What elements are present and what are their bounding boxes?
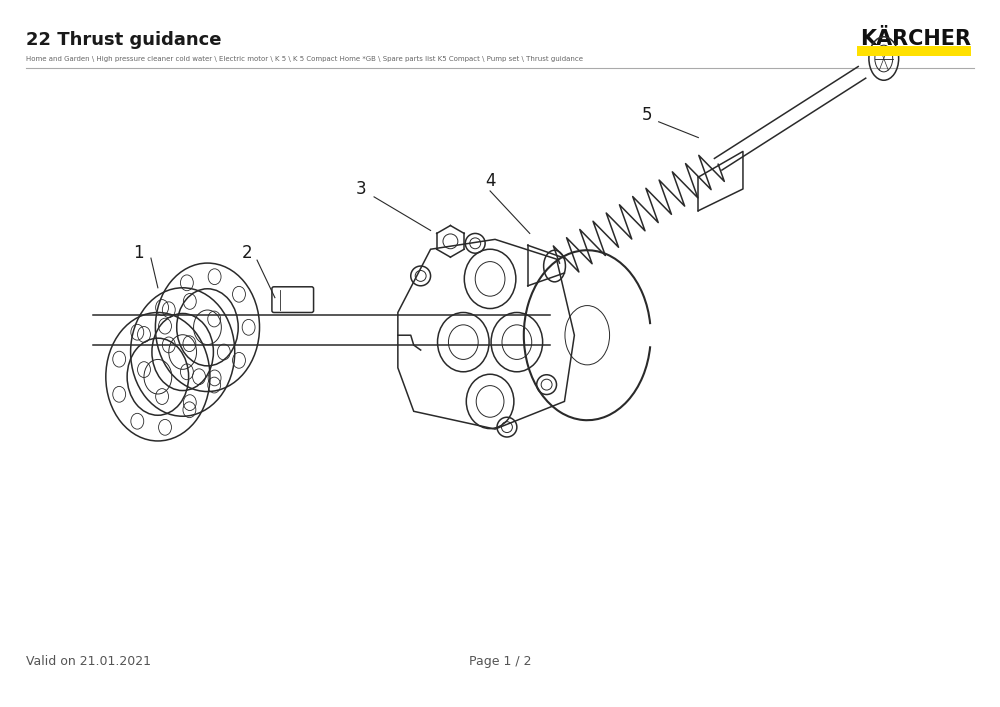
Text: Valid on 21.01.2021: Valid on 21.01.2021 bbox=[26, 655, 151, 668]
Text: 1: 1 bbox=[133, 244, 143, 262]
Text: 5: 5 bbox=[642, 106, 652, 124]
Text: 22 Thrust guidance: 22 Thrust guidance bbox=[26, 31, 221, 49]
Text: KÄRCHER: KÄRCHER bbox=[860, 29, 971, 49]
Text: Home and Garden \ High pressure cleaner cold water \ Electric motor \ K 5 \ K 5 : Home and Garden \ High pressure cleaner … bbox=[26, 56, 583, 62]
Text: 2: 2 bbox=[242, 244, 252, 262]
Text: 4: 4 bbox=[485, 172, 495, 190]
Text: Page 1 / 2: Page 1 / 2 bbox=[469, 655, 531, 668]
Text: 3: 3 bbox=[356, 180, 366, 198]
Bar bbox=[857, 46, 971, 56]
